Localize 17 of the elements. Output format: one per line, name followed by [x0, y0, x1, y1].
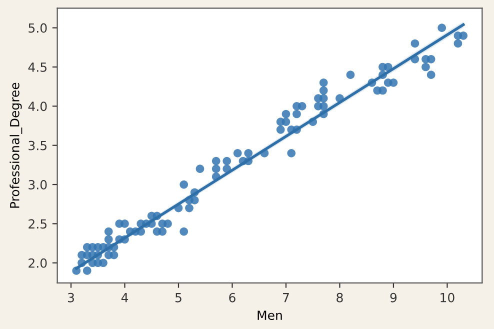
x-tick-label: 6: [229, 292, 236, 302]
y-tick-label: 4.0: [28, 102, 47, 112]
x-tick-label: 8: [336, 292, 343, 302]
x-tick-label: 4: [121, 293, 128, 302]
x-tick-label: 10: [440, 292, 454, 302]
y-axis-title: Professional_Degree: [10, 82, 22, 208]
x-tick-label: 5: [175, 293, 182, 302]
x-tick-label: 3: [68, 292, 74, 302]
y-tick-label: 5.0: [28, 23, 47, 33]
x-tick-label: 9: [390, 292, 397, 302]
x-axis-title: Men: [258, 310, 282, 320]
y-tick-label: 3.0: [28, 180, 47, 190]
x-tick-label: 7: [283, 293, 289, 302]
y-tick-label: 3.5: [28, 140, 46, 150]
y-tick-label: 4.5: [28, 62, 46, 72]
y-tick-label: 2.0: [28, 258, 47, 268]
y-tick-label: 2.5: [28, 219, 46, 229]
